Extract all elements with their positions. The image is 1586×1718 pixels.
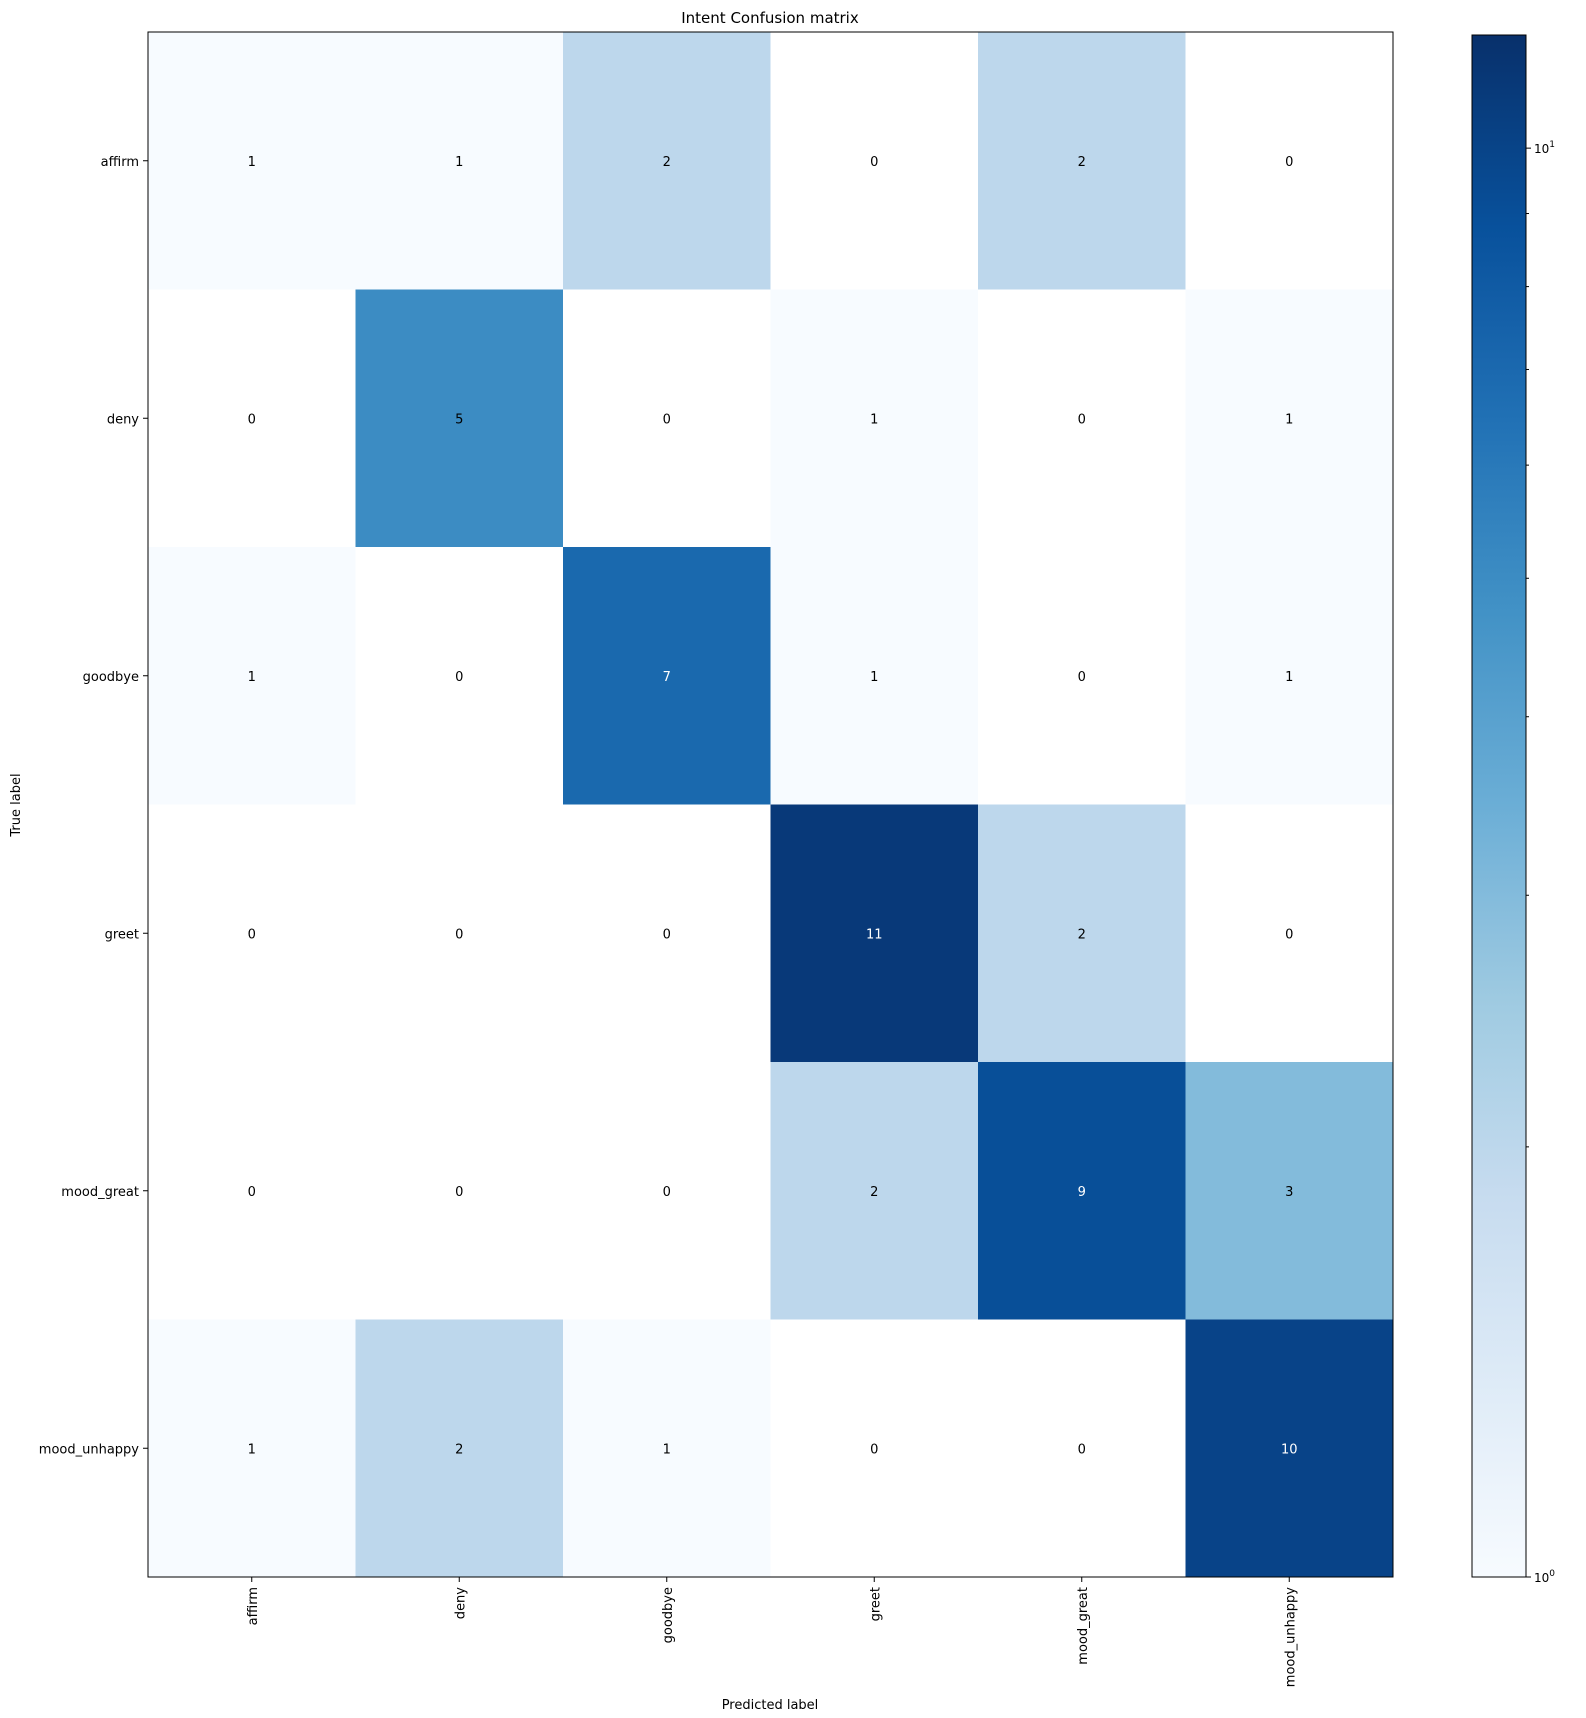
cell-value-label: 0 (870, 155, 878, 170)
cell-value-label: 0 (455, 1185, 463, 1200)
cell-value-label: 0 (663, 927, 671, 942)
heatmap-cell (978, 289, 1186, 548)
cell-value-label: 1 (248, 670, 256, 685)
x-tick-label: goodbye (661, 1587, 676, 1643)
heatmap-cell (563, 289, 771, 548)
heatmap-cell (563, 547, 771, 805)
heatmap-cell (978, 804, 1186, 1063)
heatmap-cell (1185, 547, 1394, 805)
heatmap-cell (1185, 1319, 1394, 1578)
cell-value-label: 1 (870, 670, 878, 685)
y-tick-label: mood_unhappy (39, 1442, 140, 1457)
heatmap-cells (148, 32, 1394, 1578)
heatmap-cell (770, 1319, 979, 1578)
x-tick-label: mood_unhappy (1283, 1587, 1298, 1688)
heatmap-cell (978, 1062, 1186, 1320)
heatmap-cell (770, 547, 979, 805)
cell-value-label: 2 (455, 1442, 463, 1457)
cell-value-label: 1 (248, 1442, 256, 1457)
cell-value-label: 1 (248, 155, 256, 170)
x-tick-label: deny (453, 1587, 468, 1619)
heatmap-cell (148, 32, 356, 290)
cell-value-label: 1 (663, 1442, 671, 1457)
heatmap-cell (355, 1062, 564, 1320)
y-tick-label: affirm (101, 155, 139, 170)
x-axis-ticks: affirm deny goodbye greet mood_great mood_unh… (246, 1577, 1298, 1688)
x-tick-label: greet (868, 1587, 883, 1621)
heatmap-cell (355, 289, 564, 548)
y-tick-label: goodbye (83, 670, 139, 685)
cell-value-label: 0 (455, 927, 463, 942)
y-tick-label: deny (107, 412, 139, 427)
cell-value-label: 1 (1285, 670, 1293, 685)
x-axis-label: Predicted label (722, 1698, 819, 1713)
cell-value-label: 10 (1281, 1442, 1298, 1457)
heatmap-cell (563, 1319, 771, 1578)
colorbar-tick-label: 101 (1534, 140, 1555, 156)
cell-value-label: 2 (1078, 927, 1086, 942)
colorbar-gradient (1471, 34, 1527, 1578)
x-tick-label: affirm (246, 1587, 261, 1625)
heatmap-cell (148, 289, 356, 548)
heatmap-cell (770, 32, 979, 290)
cell-value-label: 11 (866, 927, 883, 942)
colorbar: 100 101 (1471, 34, 1555, 1585)
cell-value-label: 0 (663, 412, 671, 427)
heatmap-cell (355, 804, 564, 1063)
heatmap-cell (1185, 804, 1394, 1063)
heatmap-cell (355, 32, 564, 290)
cell-value-label: 0 (1285, 927, 1293, 942)
cell-value-label: 2 (663, 155, 671, 170)
heatmap-cell (978, 547, 1186, 805)
heatmap-cell (563, 804, 771, 1063)
colorbar-tick-label: 100 (1534, 1569, 1555, 1585)
cell-value-label: 0 (248, 412, 256, 427)
heatmap-cell (148, 1319, 356, 1578)
cell-value-label: 0 (248, 927, 256, 942)
x-tick-label: mood_great (1076, 1587, 1091, 1665)
heatmap-cell (355, 547, 564, 805)
cell-value-label: 3 (1285, 1185, 1293, 1200)
cell-value-label: 7 (663, 670, 671, 685)
y-tick-label: mood_great (61, 1185, 139, 1200)
cell-value-label: 1 (455, 155, 463, 170)
heatmap-cell (1185, 289, 1394, 548)
cell-value-label: 0 (1078, 412, 1086, 427)
cell-value-label: 9 (1078, 1185, 1086, 1200)
heatmap-cell (978, 1319, 1186, 1578)
cell-value-label: 5 (455, 412, 463, 427)
heatmap-cell-labels: 1 1 2 0 2 00 5 0 1 0 11 0 7 1 0 10 0 0 11 2 00 0 0 2 9 31 2 1 0 0 10 (248, 155, 1298, 1458)
heatmap-cell (1185, 32, 1394, 290)
y-axis-ticks: affirm deny goodbye greet mood_great mood_unh… (39, 155, 148, 1457)
cell-value-label: 2 (1078, 155, 1086, 170)
chart-title: Intent Confusion matrix (681, 9, 859, 27)
cell-value-label: 0 (455, 670, 463, 685)
heatmap-cell (563, 32, 771, 290)
heatmap-cell (148, 547, 356, 805)
cell-value-label: 0 (870, 1442, 878, 1457)
cell-value-label: 2 (870, 1185, 878, 1200)
cell-value-label: 0 (1078, 670, 1086, 685)
cell-value-label: 0 (248, 1185, 256, 1200)
y-tick-label: greet (105, 927, 139, 942)
heatmap-cell (1185, 1062, 1394, 1320)
cell-value-label: 1 (1285, 412, 1293, 427)
heatmap-cell (563, 1062, 771, 1320)
cell-value-label: 1 (870, 412, 878, 427)
cell-value-label: 0 (663, 1185, 671, 1200)
heatmap-cell (770, 289, 979, 548)
heatmap-cell (148, 804, 356, 1063)
heatmap-cell (770, 1062, 979, 1320)
heatmap-cell (355, 1319, 564, 1578)
heatmap-cell (770, 804, 979, 1063)
heatmap-cell (148, 1062, 356, 1320)
cell-value-label: 0 (1078, 1442, 1086, 1457)
cell-value-label: 0 (1285, 155, 1293, 170)
plot-frame (147, 31, 1394, 1578)
heatmap-cell (978, 32, 1186, 290)
y-axis-label: True label (9, 773, 24, 837)
